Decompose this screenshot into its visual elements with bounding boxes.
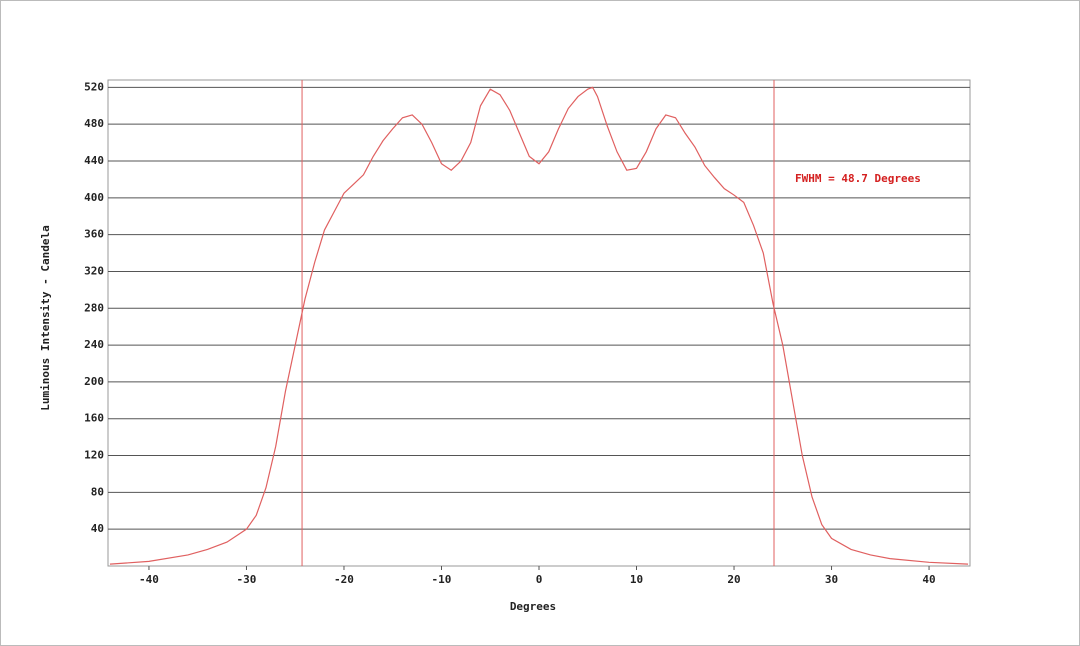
x-tick-label: 40 bbox=[922, 573, 935, 586]
x-tick-label: 20 bbox=[727, 573, 740, 586]
x-tick-label: -40 bbox=[139, 573, 159, 586]
y-tick-label: 320 bbox=[84, 264, 104, 277]
x-tick-label: -30 bbox=[237, 573, 257, 586]
y-tick-label: 440 bbox=[84, 154, 104, 167]
x-tick-label: -20 bbox=[334, 573, 354, 586]
x-axis-label: Degrees bbox=[510, 600, 556, 613]
line-series bbox=[109, 86, 969, 565]
y-tick-label: 520 bbox=[84, 80, 104, 93]
y-tick-label: 200 bbox=[84, 375, 104, 388]
y-tick-label: 80 bbox=[91, 485, 104, 498]
y-tick-label: 40 bbox=[91, 522, 104, 535]
y-tick-label: 120 bbox=[84, 449, 104, 462]
y-tick-label: 160 bbox=[84, 412, 104, 425]
y-tick-label: 240 bbox=[84, 338, 104, 351]
y-tick-label: 280 bbox=[84, 301, 104, 314]
x-tick-label: 10 bbox=[630, 573, 643, 586]
plot-frame bbox=[107, 79, 971, 567]
annotation: FWHM = 48.7 Degrees bbox=[795, 172, 921, 185]
y-axis-label: Luminous Intensity - Candela bbox=[39, 225, 52, 410]
y-tick-label: 400 bbox=[84, 191, 104, 204]
y-tick-label: 480 bbox=[84, 117, 104, 130]
x-tick-label: 0 bbox=[536, 573, 543, 586]
x-tick-label: 30 bbox=[825, 573, 838, 586]
x-tick-label: -10 bbox=[432, 573, 452, 586]
y-tick-label: 360 bbox=[84, 228, 104, 241]
